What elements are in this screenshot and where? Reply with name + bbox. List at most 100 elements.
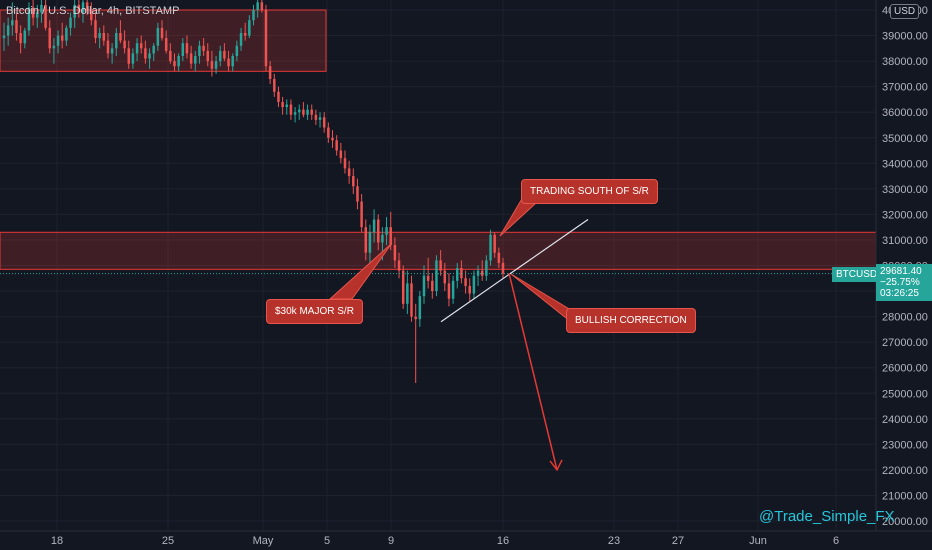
candle-body xyxy=(472,275,476,294)
candle-body xyxy=(223,50,226,59)
candle-body xyxy=(15,20,18,33)
candle-body xyxy=(268,66,272,79)
y-tick-label: 22000.00 xyxy=(882,465,928,477)
candle-body xyxy=(177,55,180,67)
candle-body xyxy=(285,104,289,108)
annotation-major-sr[interactable]: $30k MAJOR S/R xyxy=(266,299,363,324)
candle-body xyxy=(73,4,76,18)
candle-body xyxy=(56,35,60,46)
candle-body xyxy=(52,45,56,49)
candle-body xyxy=(460,268,463,279)
currency-button[interactable]: USD xyxy=(890,4,920,19)
candle-body xyxy=(476,270,480,276)
candle-body xyxy=(231,55,234,67)
y-tick-label: 35000.00 xyxy=(882,133,928,145)
candle-body xyxy=(439,260,442,271)
candle-body xyxy=(281,101,284,108)
candle-body xyxy=(464,278,467,286)
candle-body xyxy=(156,27,160,46)
candle-body xyxy=(431,280,434,292)
y-tick-label: 27000.00 xyxy=(882,337,928,349)
candle-body xyxy=(297,109,301,113)
candle-body xyxy=(27,7,31,31)
candlestick-series xyxy=(2,0,505,384)
time-axis[interactable]: 18 25 May 5 9 16 23 27 Jun 6 xyxy=(0,530,932,547)
candle-body xyxy=(293,112,297,115)
last-price: 29681.40 xyxy=(880,266,922,277)
candle-body xyxy=(364,227,368,253)
y-tick-label: 21000.00 xyxy=(882,490,928,502)
candle-body xyxy=(160,27,164,39)
major-sr-zone xyxy=(0,231,877,270)
x-tick-label: May xyxy=(253,535,274,547)
candle-body xyxy=(19,32,22,44)
x-tick-label: 5 xyxy=(324,535,330,547)
candle-body xyxy=(497,252,501,263)
x-tick-label: Jun xyxy=(749,535,767,547)
candle-body xyxy=(44,4,47,28)
candle-body xyxy=(368,232,372,253)
candle-body xyxy=(393,245,397,261)
y-tick-label: 39000.00 xyxy=(882,31,928,43)
candle-body xyxy=(181,43,185,56)
candle-body xyxy=(69,17,72,28)
candle-body xyxy=(98,32,101,39)
candle-body xyxy=(173,61,176,67)
candle-body xyxy=(289,104,293,115)
candle-body xyxy=(169,50,172,62)
candle-body xyxy=(356,186,359,202)
y-tick-label: 32000.00 xyxy=(882,209,928,221)
candle-body xyxy=(6,25,10,36)
candle-body xyxy=(372,219,376,233)
chart-grid xyxy=(0,0,876,531)
candle-body xyxy=(443,270,447,284)
annotation-bullish-correction[interactable]: BULLISH CORRECTION xyxy=(566,308,696,333)
x-tick-label: 27 xyxy=(672,535,684,547)
candle-body xyxy=(239,32,243,46)
candle-body xyxy=(148,53,151,59)
author-watermark: @Trade_Simple_FX xyxy=(759,508,895,525)
candle-body xyxy=(11,20,14,26)
candle-body xyxy=(36,12,39,18)
candle-body xyxy=(77,4,81,13)
candle-body xyxy=(94,20,97,39)
candle-body xyxy=(447,283,451,299)
candle-body xyxy=(318,117,322,120)
y-tick-label: 37000.00 xyxy=(882,82,928,94)
candle-body xyxy=(235,45,239,56)
candle-body xyxy=(277,91,280,102)
candle-body xyxy=(248,20,251,36)
trendline xyxy=(440,219,589,323)
y-tick-label: 33000.00 xyxy=(882,184,928,196)
chart-drawings xyxy=(0,196,876,472)
candle-body xyxy=(252,10,255,21)
candle-body xyxy=(501,262,505,274)
annotation-trading-south[interactable]: TRADING SOUTH OF S/R xyxy=(521,179,658,204)
candle-body xyxy=(189,53,193,64)
candle-body xyxy=(406,283,409,304)
price-change: −25.75% xyxy=(880,277,920,288)
candle-body xyxy=(485,260,488,276)
projection-arrow xyxy=(508,272,558,471)
candle-body xyxy=(489,234,492,261)
candle-body xyxy=(327,127,330,138)
candle-body xyxy=(123,40,126,49)
candle-body xyxy=(23,30,27,44)
candle-body xyxy=(260,2,264,10)
candle-body xyxy=(115,32,118,49)
candle-body xyxy=(389,227,392,246)
x-tick-label: 16 xyxy=(497,535,509,547)
callout-pointer-bullish-correction xyxy=(510,273,572,324)
candle-body xyxy=(418,296,422,320)
candle-body xyxy=(202,45,205,51)
x-tick-label: 23 xyxy=(608,535,620,547)
candle-body xyxy=(451,280,455,299)
candle-body xyxy=(102,32,106,41)
candle-body xyxy=(493,234,496,253)
candle-body xyxy=(339,150,343,159)
symbol-tag: BTCUSD xyxy=(832,267,882,282)
last-price-tag: 29681.40 −25.75% 03:26:25 xyxy=(876,264,932,301)
candle-body xyxy=(401,270,405,304)
candle-body xyxy=(48,27,51,49)
